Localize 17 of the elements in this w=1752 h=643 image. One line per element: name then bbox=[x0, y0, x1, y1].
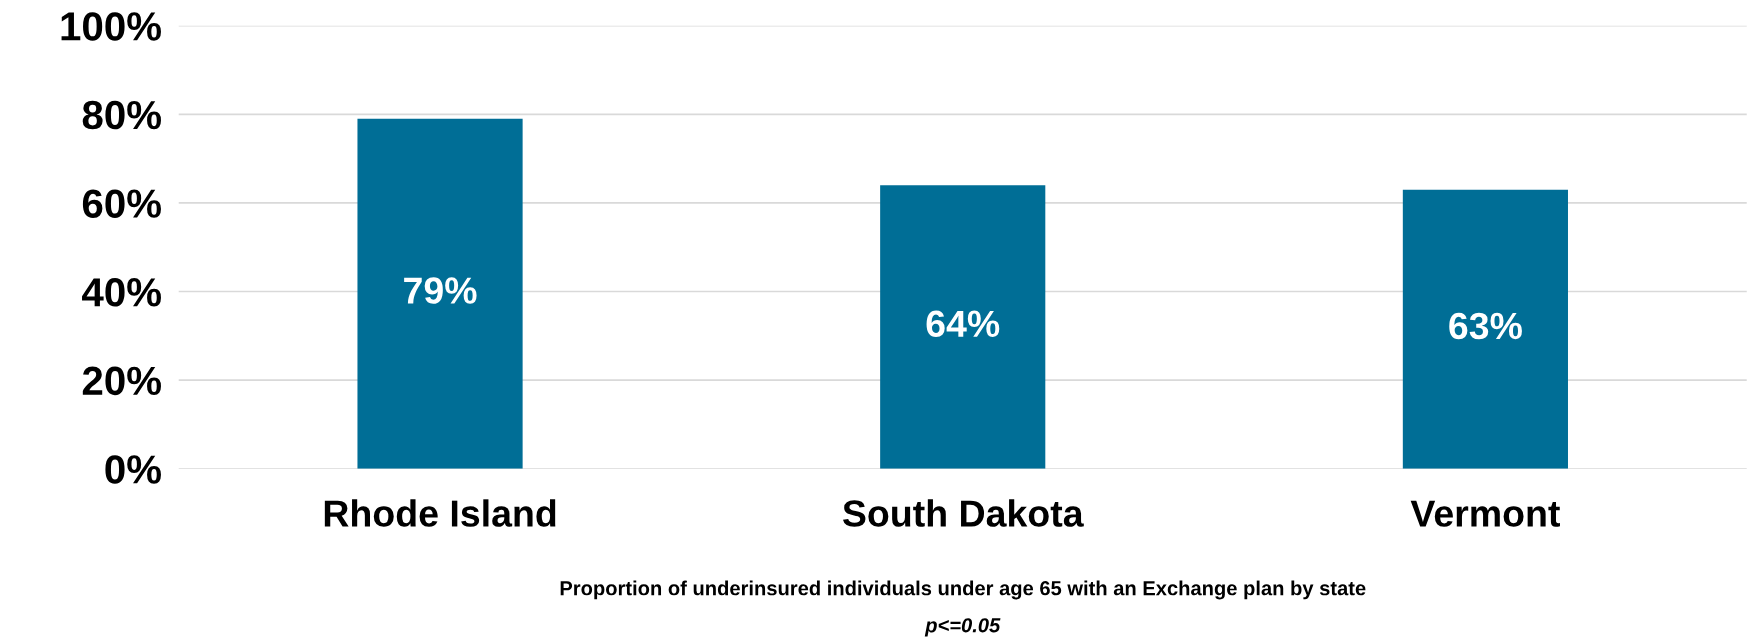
x-tick-label: Vermont bbox=[1410, 500, 1560, 527]
x-tick-label: Rhode Island bbox=[324, 499, 556, 527]
text: p<=0.05 bbox=[924, 618, 1001, 637]
y-tick-label: 40% bbox=[82, 278, 161, 307]
bar bbox=[880, 185, 1046, 469]
y-tick-label: 20% bbox=[82, 366, 161, 396]
bar bbox=[357, 118, 523, 469]
data-label: 79% bbox=[404, 277, 477, 304]
y-tick-label: 60% bbox=[82, 189, 161, 218]
y-tick-label: 80% bbox=[82, 100, 161, 130]
y-tick-label: 0% bbox=[105, 455, 161, 484]
x-axis-title: Proportion of underinsured individuals under age 65 with an Exchange plan by state bbox=[560, 580, 1366, 600]
data-label: 63% bbox=[1449, 312, 1522, 340]
x-tick-label: South Dakota bbox=[842, 499, 1084, 527]
y-tick-label: 100% bbox=[61, 12, 161, 41]
data-label: 64% bbox=[926, 310, 1000, 338]
bar bbox=[1402, 189, 1568, 469]
